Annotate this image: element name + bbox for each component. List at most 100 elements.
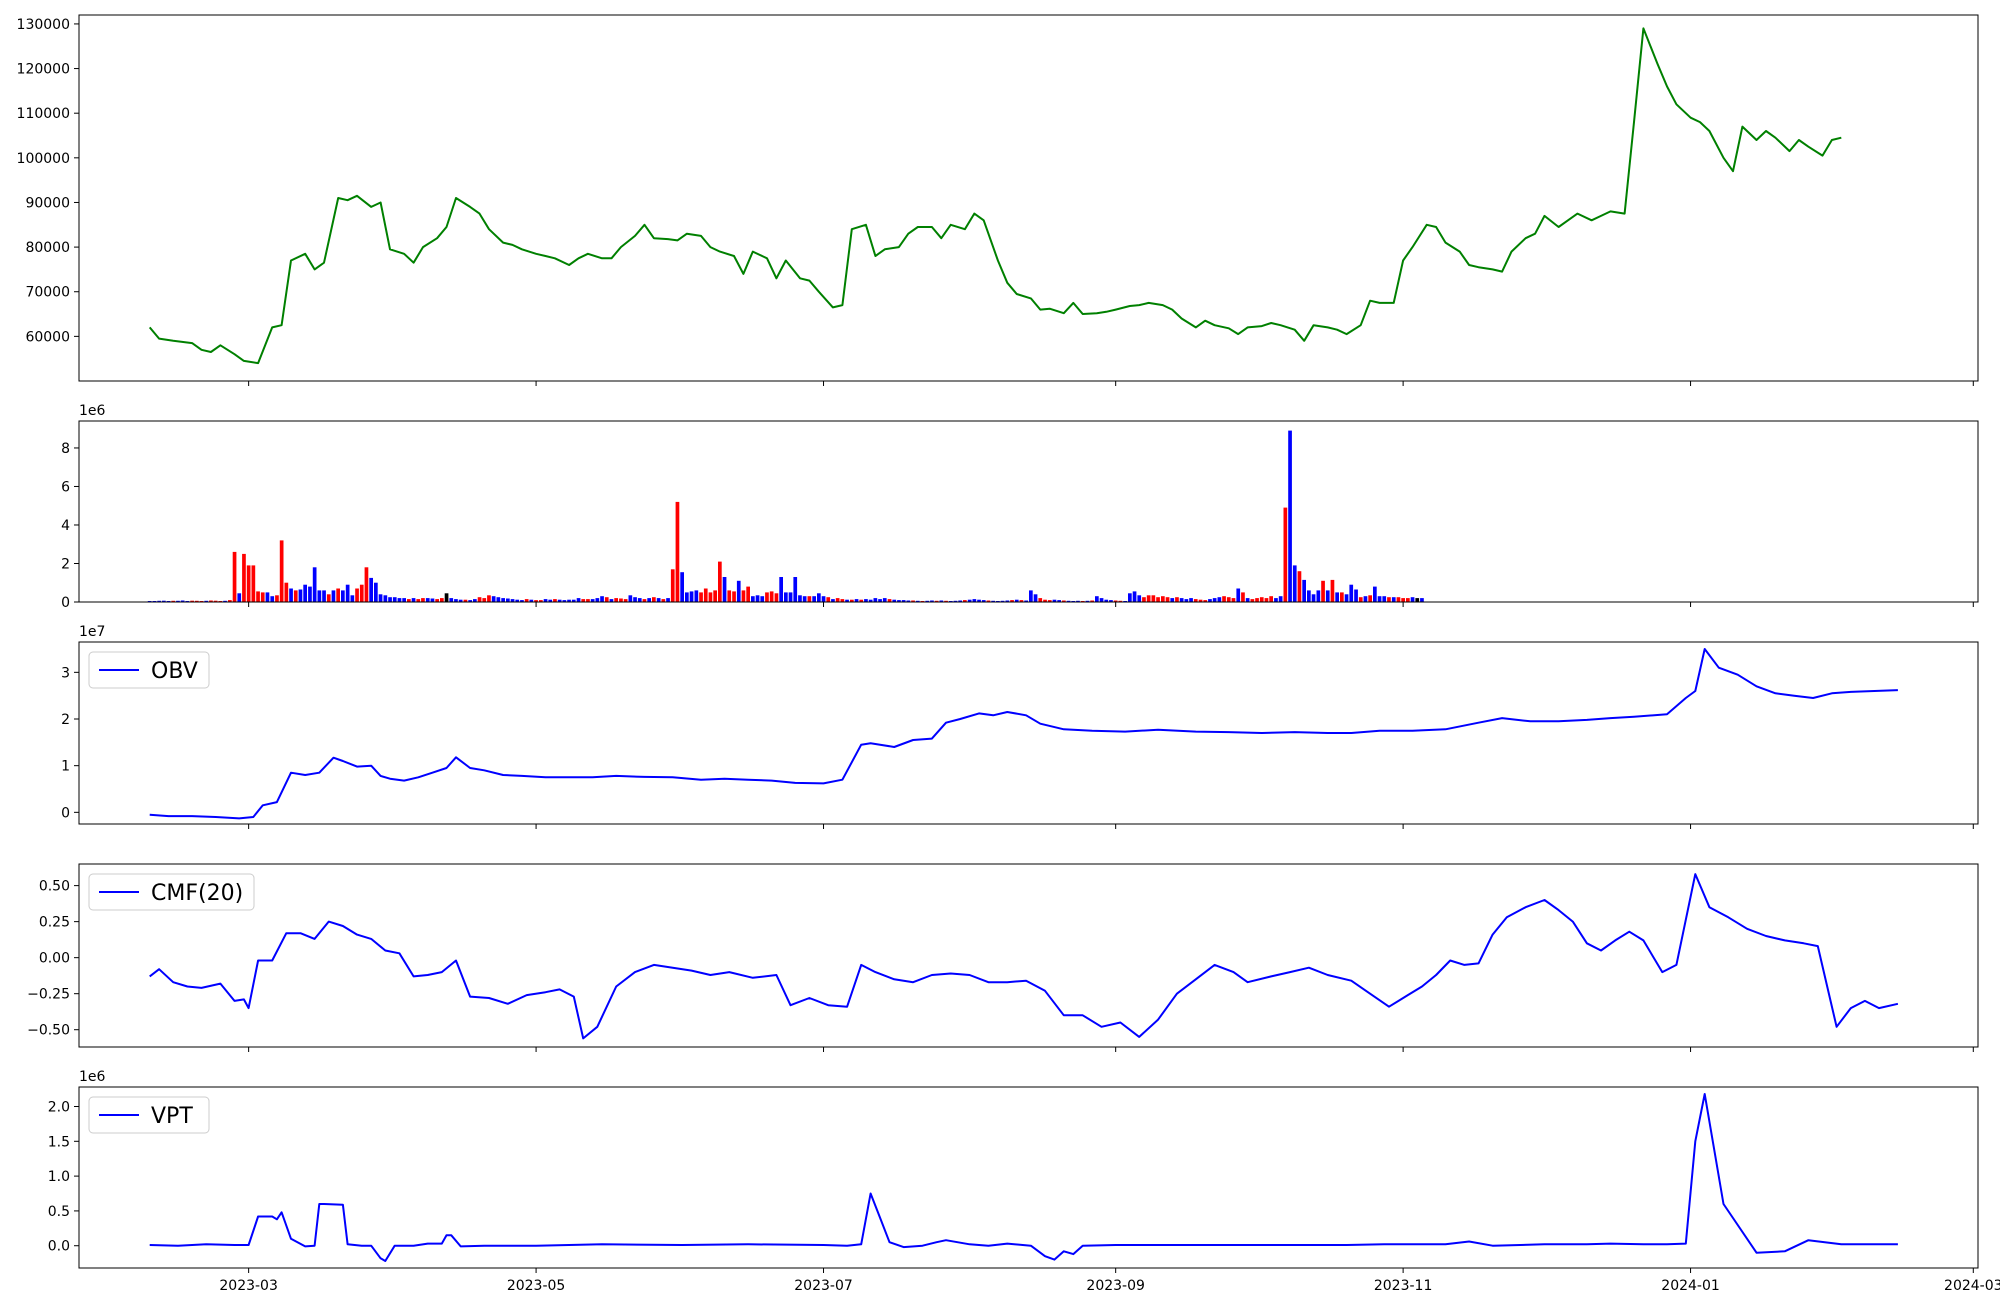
legend-label: VPT xyxy=(151,1104,193,1129)
volume-bar xyxy=(213,600,218,602)
volume-bar xyxy=(496,597,501,602)
volume-bar xyxy=(251,565,256,602)
volume-bar xyxy=(694,590,699,602)
panel-obv: 0 1 2 3 1e7 OBV xyxy=(61,624,1979,825)
volume-bar xyxy=(930,600,934,602)
volume-bar xyxy=(769,591,774,602)
y-tick-label: 60000 xyxy=(25,329,70,345)
volume-bar xyxy=(402,598,406,602)
x-tick-label: 2024-01 xyxy=(1661,1278,1720,1294)
volume-bar xyxy=(1184,599,1189,602)
volume-bar xyxy=(425,598,430,602)
volume-bar xyxy=(543,599,548,602)
volume-bar xyxy=(529,599,534,602)
volume-bar xyxy=(1090,600,1094,602)
volume-bar xyxy=(293,590,298,602)
volume-bar xyxy=(411,598,416,602)
volume-bar xyxy=(1259,597,1264,602)
axes-frame xyxy=(78,14,1979,382)
y-tick-label: 0.00 xyxy=(39,951,70,967)
volume-bar xyxy=(1222,596,1226,602)
volume-bar xyxy=(1128,593,1132,602)
volume-bar xyxy=(821,596,826,602)
volume-bar xyxy=(237,593,242,602)
volume-bar xyxy=(1387,597,1391,602)
volume-bar xyxy=(1095,596,1099,602)
volume-bar xyxy=(557,599,562,602)
volume-bar xyxy=(1401,598,1405,602)
volume-bar xyxy=(901,600,906,602)
series-line-vpt xyxy=(149,1093,1898,1262)
volume-bar xyxy=(845,599,849,602)
volume-bar xyxy=(623,599,628,602)
volume-bar xyxy=(1368,595,1372,602)
volume-bar xyxy=(604,597,609,602)
volume-bar xyxy=(1203,600,1208,602)
x-axis: 2023-03 2023-05 2023-07 2023-09 2023-11 2024-… xyxy=(219,381,2000,1294)
volume-bar xyxy=(520,600,524,602)
volume-bar xyxy=(1406,598,1410,602)
volume-bar xyxy=(336,588,340,602)
volume-bar xyxy=(1137,595,1142,602)
volume-bar xyxy=(430,598,435,602)
volume-bar xyxy=(548,599,553,602)
volume-bar xyxy=(1062,600,1066,602)
volume-bar xyxy=(854,599,859,602)
volume-bar xyxy=(1396,597,1401,602)
volume-bar xyxy=(708,592,713,602)
volume-bar xyxy=(1274,598,1278,602)
panel-cmf: −0.50 −0.25 0.00 0.25 0.50 CMF(20) xyxy=(27,863,1979,1048)
legend-label: OBV xyxy=(151,659,198,684)
volume-bar xyxy=(1208,599,1212,602)
volume-bar xyxy=(171,600,176,602)
volume-bar xyxy=(826,597,831,602)
volume-bar xyxy=(1085,600,1090,602)
volume-bar xyxy=(1245,598,1250,602)
volume-bar xyxy=(454,599,458,602)
volume-bar xyxy=(303,584,307,602)
y-tick-label: 100000 xyxy=(17,151,70,167)
volume-bar xyxy=(642,599,647,602)
volume-bar xyxy=(835,598,840,602)
volume-bar xyxy=(1000,600,1005,602)
volume-bar xyxy=(383,595,388,602)
volume-bar xyxy=(1302,579,1306,602)
volume-bar xyxy=(1349,584,1354,602)
volume-bar xyxy=(1377,596,1382,602)
volume-bar xyxy=(986,600,991,602)
series-line-obv xyxy=(149,648,1898,820)
panel-vpt: 0.0 0.5 1.0 1.5 2.0 1e6 VPT xyxy=(48,1069,1979,1269)
panel-volume: 0 2 4 6 8 1e6 xyxy=(61,403,1979,611)
volume-bar xyxy=(784,592,788,602)
volume-bar xyxy=(256,591,260,602)
volume-bar xyxy=(279,540,284,602)
volume-bar xyxy=(906,600,911,602)
volume-bar xyxy=(666,598,670,602)
volume-bar xyxy=(407,599,411,602)
volume-bar xyxy=(882,598,887,602)
volume-bar xyxy=(322,590,326,602)
volume-bar xyxy=(345,584,350,602)
legend-box xyxy=(88,1096,210,1134)
volume-bar xyxy=(246,565,251,602)
volume-bar xyxy=(981,600,986,602)
axes-frame xyxy=(78,420,1979,603)
y-tick-label: 120000 xyxy=(17,62,70,78)
volume-bar xyxy=(1024,600,1028,602)
y-tick-label: 0.0 xyxy=(48,1239,70,1255)
volume-bar xyxy=(534,600,538,602)
volume-bar xyxy=(392,597,397,602)
volume-bar xyxy=(864,599,868,602)
volume-bar xyxy=(1255,598,1259,602)
volume-bar xyxy=(1165,597,1170,602)
legend: VPT xyxy=(88,1096,210,1134)
volume-bar xyxy=(807,596,812,602)
volume-bar xyxy=(793,577,798,602)
volume-bar xyxy=(1198,599,1203,602)
volume-bar xyxy=(242,553,246,602)
volume-bar xyxy=(1146,595,1151,602)
volume-bar xyxy=(1104,599,1109,602)
volume-bar xyxy=(491,596,496,602)
legend-box xyxy=(88,873,255,911)
